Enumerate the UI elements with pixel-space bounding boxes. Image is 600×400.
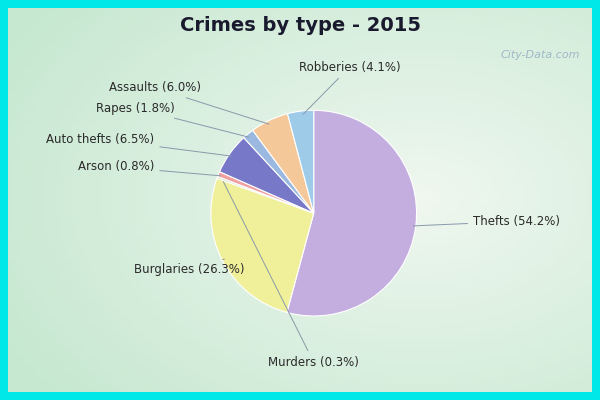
Text: Burglaries (26.3%): Burglaries (26.3%) bbox=[134, 259, 244, 276]
Wedge shape bbox=[287, 110, 314, 213]
Text: Murders (0.3%): Murders (0.3%) bbox=[223, 182, 359, 369]
Wedge shape bbox=[217, 176, 314, 213]
Wedge shape bbox=[218, 172, 314, 213]
Wedge shape bbox=[211, 178, 314, 312]
Text: Arson (0.8%): Arson (0.8%) bbox=[78, 160, 221, 176]
Text: Robberies (4.1%): Robberies (4.1%) bbox=[299, 60, 401, 114]
Wedge shape bbox=[220, 138, 314, 213]
Wedge shape bbox=[253, 114, 314, 213]
Text: Assaults (6.0%): Assaults (6.0%) bbox=[109, 81, 269, 124]
Text: Thefts (54.2%): Thefts (54.2%) bbox=[413, 215, 560, 228]
Text: Auto thefts (6.5%): Auto thefts (6.5%) bbox=[46, 132, 232, 156]
Text: City-Data.com: City-Data.com bbox=[501, 50, 580, 60]
Wedge shape bbox=[287, 110, 416, 316]
Wedge shape bbox=[244, 130, 314, 213]
Text: Rapes (1.8%): Rapes (1.8%) bbox=[96, 102, 249, 137]
Text: Crimes by type - 2015: Crimes by type - 2015 bbox=[179, 16, 421, 35]
